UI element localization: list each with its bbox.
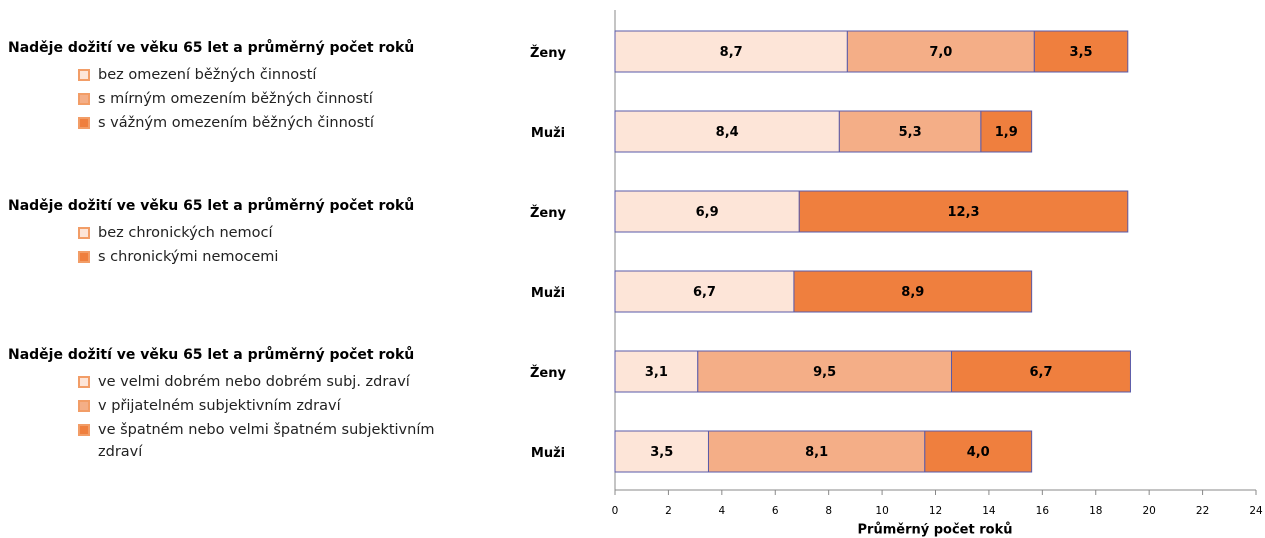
legend-label: s vážným omezením běžných činností (98, 115, 374, 131)
bar-segment (614, 110, 840, 153)
value-label: 3,5 (650, 445, 673, 460)
x-tick-label: 8 (825, 505, 832, 517)
legend-item: ve velmi dobrém nebo dobrém subj. zdraví (78, 373, 410, 393)
bar-segment (951, 350, 1131, 393)
legend-swatch (78, 251, 90, 263)
bar-segment (793, 270, 1033, 313)
value-label: 3,5 (1070, 45, 1093, 60)
x-tick-label: 16 (1036, 505, 1050, 517)
legend-label: bez omezení běžných činností (98, 67, 317, 83)
legend-item: s mírným omezením běžných činností (78, 90, 373, 110)
x-tick-label: 6 (772, 505, 779, 517)
x-tick-label: 0 (612, 505, 619, 517)
x-tick-label: 2 (665, 505, 672, 517)
bar-segment (614, 350, 699, 393)
x-tick-label: 4 (718, 505, 725, 517)
value-label: 6,9 (696, 205, 719, 220)
x-tick-label: 24 (1249, 505, 1263, 517)
legend-item: s vážným omezením běžných činností (78, 114, 374, 134)
value-label: 1,9 (995, 125, 1018, 140)
legend-item: v přijatelném subjektivním zdraví (78, 397, 341, 417)
legend-swatch (78, 400, 90, 412)
bar-segment (980, 110, 1033, 153)
category-label: Muži (531, 446, 565, 461)
value-label: 6,7 (1029, 365, 1052, 380)
bar-segment (838, 110, 982, 153)
value-label: 12,3 (948, 205, 980, 220)
value-label: 8,4 (716, 125, 739, 140)
legend-label: s chronickými nemocemi (98, 249, 279, 265)
category-label: Muži (531, 126, 565, 141)
bar-segment (614, 270, 795, 313)
legend-swatch (78, 69, 90, 81)
legend-swatch (78, 117, 90, 129)
category-label: Muži (531, 286, 565, 301)
legend-label: v přijatelném subjektivním zdraví (98, 398, 341, 414)
legend-title: Naděje dožití ve věku 65 let a průměrný … (8, 347, 415, 363)
legend-swatch (78, 93, 90, 105)
legend-label: ve velmi dobrém nebo dobrém subj. zdraví (98, 374, 410, 390)
x-tick-label: 18 (1089, 505, 1102, 517)
legend-label: ve špatném nebo velmi špatném subjektivn… (98, 422, 435, 460)
legend-swatch (78, 227, 90, 239)
bar-segment (846, 30, 1035, 73)
category-label: Ženy (530, 45, 566, 61)
value-label: 9,5 (813, 365, 836, 380)
bar-segment (798, 190, 1129, 233)
value-label: 8,1 (805, 445, 828, 460)
bar-segment (614, 190, 800, 233)
category-label: Ženy (530, 205, 566, 221)
legend-title: Naděje dožití ve věku 65 let a průměrný … (8, 198, 415, 214)
legend-swatch (78, 424, 90, 436)
value-label: 8,9 (901, 285, 924, 300)
value-label: 5,3 (899, 125, 922, 140)
bar-segment (924, 430, 1033, 473)
legend-item: bez omezení běžných činností (78, 66, 316, 86)
legend-title: Naděje dožití ve věku 65 let a průměrný … (8, 40, 415, 56)
value-label: 8,7 (720, 45, 743, 60)
x-tick-label: 10 (875, 505, 888, 517)
value-label: 4,0 (967, 445, 990, 460)
legend-item: bez chronických nemocí (78, 224, 273, 244)
x-tick-label: 22 (1196, 505, 1209, 517)
x-tick-label: 14 (982, 505, 996, 517)
x-tick-label: 20 (1142, 505, 1155, 517)
value-label: 3,1 (645, 365, 668, 380)
value-label: 6,7 (693, 285, 716, 300)
category-label: Ženy (530, 365, 566, 381)
legend-label: bez chronických nemocí (98, 225, 273, 241)
legend-swatch (78, 376, 90, 388)
legend-item: s chronickými nemocemi (78, 248, 278, 268)
x-tick-label: 12 (929, 505, 942, 517)
value-label: 7,0 (929, 45, 952, 60)
bar-segment (1033, 30, 1129, 73)
bar-segment (614, 30, 848, 73)
x-axis-label: Průměrný počet roků (858, 523, 1013, 538)
legend-label: s mírným omezením běžných činností (98, 91, 373, 107)
legend-item: ve špatném nebo velmi špatném subjektivn… (78, 421, 478, 463)
